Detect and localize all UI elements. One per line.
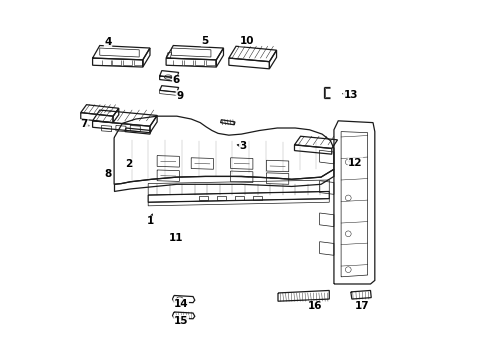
Text: 16: 16 [308, 301, 322, 311]
Text: 13: 13 [343, 90, 358, 100]
Text: 15: 15 [174, 316, 189, 325]
Text: 9: 9 [176, 91, 183, 101]
Text: 12: 12 [348, 158, 363, 168]
Text: 5: 5 [201, 36, 208, 46]
Text: 2: 2 [125, 159, 132, 169]
Text: 3: 3 [240, 141, 247, 151]
Text: 7: 7 [81, 120, 88, 129]
Text: 10: 10 [240, 36, 254, 46]
Text: 8: 8 [104, 168, 112, 179]
Text: 1: 1 [147, 216, 153, 226]
Text: 4: 4 [104, 37, 112, 47]
Text: 6: 6 [172, 75, 180, 85]
Text: 17: 17 [355, 301, 370, 311]
Text: 11: 11 [169, 233, 183, 243]
Text: 14: 14 [174, 299, 189, 309]
